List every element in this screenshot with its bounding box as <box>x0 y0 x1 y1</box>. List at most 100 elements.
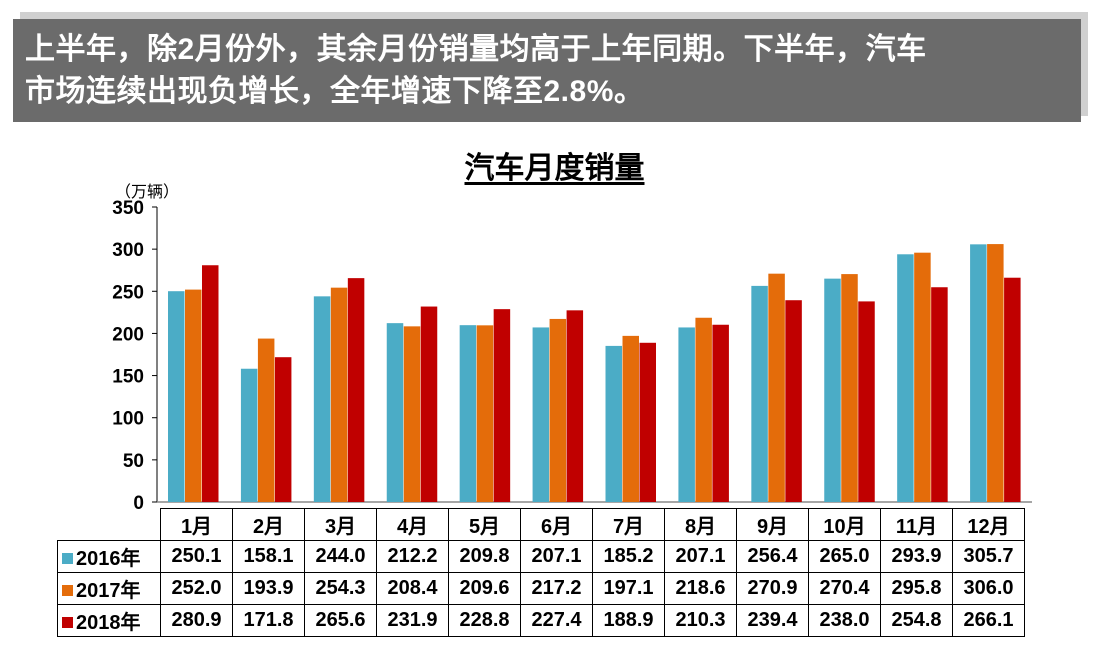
bar-2017年-6月 <box>549 318 567 502</box>
series-name: 2017年 <box>76 580 141 602</box>
bar-2018年-9月 <box>785 300 802 502</box>
data-label: 244.0 <box>304 540 377 573</box>
bar-2017年-8月 <box>695 317 712 502</box>
y-tick-label: 0 <box>133 493 144 514</box>
summary-banner: 上半年，除2月份外，其余月份销量均高于上年同期。下半年，汽车 市场连续出现负增长… <box>13 19 1081 122</box>
y-tick-label: 250 <box>112 282 144 303</box>
category-label: 8月 <box>664 508 737 541</box>
data-label: 185.2 <box>592 540 665 573</box>
y-tick-label: 200 <box>112 324 144 345</box>
bar-2017年-9月 <box>768 273 785 502</box>
category-label: 5月 <box>448 508 521 541</box>
category-label: 4月 <box>376 508 449 541</box>
bar-2017年-10月 <box>841 274 858 502</box>
bar-2018年-8月 <box>712 324 729 502</box>
y-axis-unit: （万辆） <box>115 182 180 201</box>
data-label: 266.1 <box>952 604 1025 637</box>
category-label: 7月 <box>592 508 665 541</box>
bar-2017年-2月 <box>257 338 275 502</box>
category-label: 11月 <box>880 508 953 541</box>
data-label: 239.4 <box>736 604 809 637</box>
y-tick-label: 150 <box>112 367 144 388</box>
data-label: 188.9 <box>592 604 665 637</box>
data-label: 293.9 <box>880 540 953 573</box>
data-label: 227.4 <box>520 604 593 637</box>
category-label: 10月 <box>808 508 881 541</box>
data-label: 238.0 <box>808 604 881 637</box>
bar-2018年-7月 <box>639 342 656 502</box>
bar-2018年-12月 <box>1004 277 1021 502</box>
bar-2017年-11月 <box>914 252 931 502</box>
series-legend-label: 2018年 <box>57 604 161 637</box>
data-label: 158.1 <box>232 540 305 573</box>
data-label: 306.0 <box>952 572 1025 605</box>
bar-2016年-9月 <box>751 285 768 502</box>
series-legend-label: 2016年 <box>57 540 161 573</box>
table-header-row: 1月 2月 3月 4月 5月 6月 7月 8月 9月 10月 11月 12月 <box>57 508 1025 541</box>
bar-2016年-5月 <box>459 325 477 502</box>
data-label: 270.4 <box>808 572 881 605</box>
category-label: 9月 <box>736 508 809 541</box>
data-label: 231.9 <box>376 604 449 637</box>
data-label: 209.8 <box>448 540 521 573</box>
bar-2018年-1月 <box>202 265 219 502</box>
data-label: 254.8 <box>880 604 953 637</box>
banner-line-1: 上半年，除2月份外，其余月份销量均高于上年同期。下半年，汽车 <box>25 33 927 66</box>
category-label: 2月 <box>232 508 305 541</box>
data-label: 207.1 <box>664 540 737 573</box>
data-label: 250.1 <box>160 540 233 573</box>
data-label: 217.2 <box>520 572 593 605</box>
legend-swatch <box>62 617 73 628</box>
bar-2018年-3月 <box>347 278 365 502</box>
data-label: 193.9 <box>232 572 305 605</box>
bar-2016年-6月 <box>532 327 550 502</box>
table-row: 2018年 280.9 171.8 265.6 231.9 228.8 227.4 188.9… <box>57 604 1025 637</box>
table-row: 2016年 250.1 158.1 244.0 212.2 209.8 207.1 185.2… <box>57 540 1025 573</box>
bar-2018年-10月 <box>858 301 875 502</box>
series-name: 2018年 <box>76 612 141 634</box>
bar-2016年-8月 <box>678 327 695 502</box>
bar-2016年-11月 <box>897 254 914 502</box>
category-label: 12月 <box>952 508 1025 541</box>
data-label: 207.1 <box>520 540 593 573</box>
data-label: 171.8 <box>232 604 305 637</box>
data-label: 209.6 <box>448 572 521 605</box>
data-label: 265.0 <box>808 540 881 573</box>
legend-swatch <box>62 553 73 564</box>
category-label: 1月 <box>160 508 233 541</box>
table-row: 2017年 252.0 193.9 254.3 208.4 209.6 217.2 197.1… <box>57 572 1025 605</box>
bar-2017年-4月 <box>403 326 421 502</box>
bar-2016年-4月 <box>386 323 404 502</box>
bar-2016年-10月 <box>824 278 841 502</box>
data-label: 270.9 <box>736 572 809 605</box>
data-label: 210.3 <box>664 604 737 637</box>
data-label: 305.7 <box>952 540 1025 573</box>
bar-2018年-4月 <box>420 306 438 502</box>
bar-2016年-12月 <box>970 244 987 503</box>
data-label: 208.4 <box>376 572 449 605</box>
bar-2018年-2月 <box>274 357 292 502</box>
data-label: 280.9 <box>160 604 233 637</box>
category-label: 3月 <box>304 508 377 541</box>
bar-2018年-5月 <box>493 309 511 502</box>
chart-title: 汽车月度销量 <box>464 152 645 185</box>
data-table: 1月 2月 3月 4月 5月 6月 7月 8月 9月 10月 11月 12月 2016年 250.1 158… <box>57 508 1025 637</box>
data-label: 252.0 <box>160 572 233 605</box>
bar-2017年-5月 <box>476 325 494 502</box>
data-label: 256.4 <box>736 540 809 573</box>
bar-2016年-7月 <box>605 345 622 502</box>
series-name: 2016年 <box>76 548 141 570</box>
bar-2017年-3月 <box>330 287 348 502</box>
data-label: 265.6 <box>304 604 377 637</box>
bar-2016年-1月 <box>168 291 185 502</box>
y-tick-label: 50 <box>123 451 144 472</box>
data-label: 254.3 <box>304 572 377 605</box>
data-label: 228.8 <box>448 604 521 637</box>
bar-2016年-3月 <box>313 296 331 502</box>
legend-swatch <box>62 585 73 596</box>
banner-line-2: 市场连续出现负增长，全年增速下降至2.8%。 <box>25 75 645 108</box>
y-tick-label: 300 <box>112 240 144 261</box>
chart-title-wrap: 汽车月度销量 <box>0 143 1109 187</box>
bar-2017年-1月 <box>185 289 202 502</box>
